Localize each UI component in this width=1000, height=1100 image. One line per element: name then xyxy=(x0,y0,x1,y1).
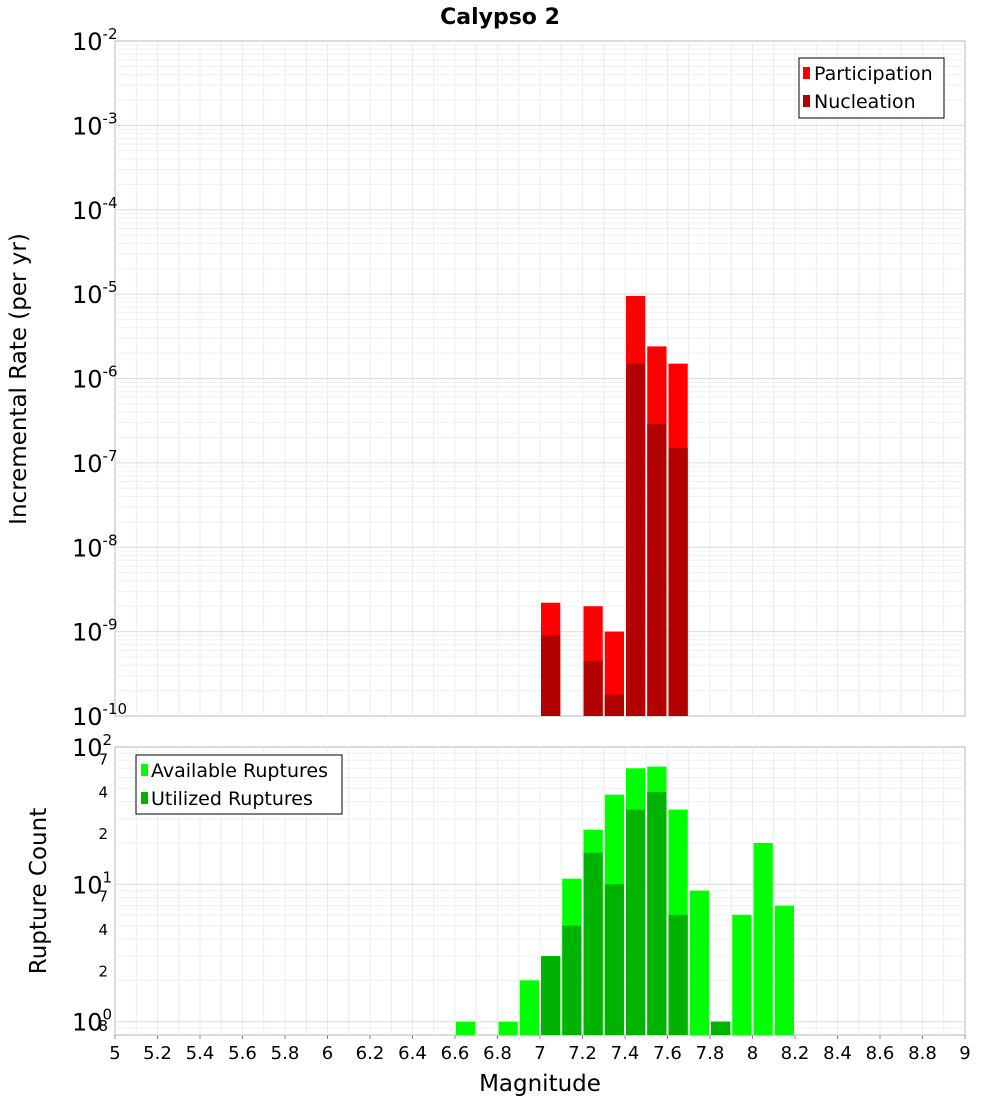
x-tick-label: 5.6 xyxy=(228,1043,257,1064)
x-tick-label: 7.6 xyxy=(653,1043,682,1064)
bar-available-ruptures xyxy=(519,980,539,1035)
bar-utilized-ruptures xyxy=(626,809,646,1035)
x-tick-label: 6 xyxy=(322,1043,333,1064)
rate-legend: Participation Nucleation xyxy=(798,57,945,119)
x-tick-label: 8.4 xyxy=(823,1043,852,1064)
y-tick-label-minor: 4 xyxy=(98,921,108,939)
bar-available-ruptures xyxy=(774,905,794,1035)
rate-grid xyxy=(115,41,965,716)
x-tick-label: 8.2 xyxy=(781,1043,810,1064)
x-tick-label: 7.2 xyxy=(568,1043,597,1064)
rate-panel: 10-10 10-9 10-8 10-7 10-6 10-5 10-4 10-3 10-2 In… xyxy=(6,25,966,731)
x-tick-label: 5.8 xyxy=(271,1043,300,1064)
rate-y-tick-labels: 10-10 10-9 10-8 10-7 10-6 10-5 10-4 10-3 10-2 xyxy=(72,25,127,731)
legend-swatch-available xyxy=(141,764,148,776)
bar-utilized-ruptures xyxy=(583,852,603,1035)
y-tick-label-minor: 2 xyxy=(98,962,108,980)
count-legend-box xyxy=(135,754,343,815)
bar-available-ruptures xyxy=(689,890,709,1035)
y-tick-label: 101 xyxy=(72,868,112,899)
legend-swatch-utilized xyxy=(141,792,148,804)
count-grid xyxy=(115,747,965,1035)
y-tick-label: 10-4 xyxy=(72,194,118,225)
bar-nucleation xyxy=(626,363,646,716)
y-tick-label: 10-6 xyxy=(72,363,118,394)
y-tick-label: 102 xyxy=(72,731,112,762)
bar-nucleation xyxy=(668,448,688,716)
y-tick-label: 100 xyxy=(72,1006,112,1037)
rate-y-axis-label: Incremental Rate (per yr) xyxy=(6,233,32,525)
x-tick-label: 5.4 xyxy=(186,1043,215,1064)
y-tick-label-minor: 2 xyxy=(98,825,108,843)
x-tick-label: 8.8 xyxy=(908,1043,937,1064)
legend-label-available: Available Ruptures xyxy=(151,760,328,782)
rate-bars xyxy=(541,296,688,716)
magnitude-axis-label: Magnitude xyxy=(479,1071,601,1097)
bar-utilized-ruptures xyxy=(668,914,688,1035)
y-tick-label-minor: 7 xyxy=(98,888,108,906)
x-tick-label: 5 xyxy=(109,1043,120,1064)
bar-nucleation xyxy=(647,423,667,716)
legend-swatch-participation xyxy=(803,67,810,79)
bar-available-ruptures xyxy=(456,1021,476,1035)
y-tick-label-minor: 7 xyxy=(98,750,108,768)
y-tick-label: 10-7 xyxy=(72,447,118,478)
bar-utilized-ruptures xyxy=(647,792,667,1035)
bar-nucleation xyxy=(604,694,624,716)
bar-nucleation xyxy=(541,635,561,716)
x-tick-label: 9 xyxy=(959,1043,970,1064)
x-tick-label: 6.4 xyxy=(398,1043,427,1064)
y-tick-label: 10-2 xyxy=(72,25,118,56)
chart-title: Calypso 2 xyxy=(440,5,560,30)
legend-swatch-nucleation xyxy=(803,95,810,107)
count-legend: Available Ruptures Utilized Ruptures xyxy=(135,754,343,815)
y-tick-label: 10-8 xyxy=(72,531,118,562)
x-tick-label: 8 xyxy=(747,1043,758,1064)
bar-utilized-ruptures xyxy=(711,1021,731,1035)
legend-label-nucleation: Nucleation xyxy=(814,91,916,113)
bar-nucleation xyxy=(583,660,603,716)
x-tick-label: 8.6 xyxy=(866,1043,895,1064)
x-tick-label: 7.4 xyxy=(611,1043,640,1064)
x-tick-label: 7.8 xyxy=(696,1043,725,1064)
y-tick-label: 10-10 xyxy=(72,700,127,731)
bar-utilized-ruptures xyxy=(541,956,561,1035)
x-tick-label: 7 xyxy=(534,1043,545,1064)
magnitude-tick-labels: 5 5.2 5.4 5.6 5.8 6 6.2 6.4 6.6 6.8 7 7.2 7.4 7.6 7.8 8… xyxy=(109,1035,971,1064)
y-tick-label: 10-5 xyxy=(72,278,118,309)
bar-available-ruptures xyxy=(732,914,752,1035)
bar-available-ruptures xyxy=(753,843,773,1035)
x-tick-label: 6.2 xyxy=(356,1043,385,1064)
y-tick-label: 10-9 xyxy=(72,616,118,647)
count-bars xyxy=(456,766,794,1035)
y-tick-label-minor: 8 xyxy=(98,1017,108,1035)
x-tick-label: 6.8 xyxy=(483,1043,512,1064)
count-y-axis-label: Rupture Count xyxy=(26,808,52,974)
x-tick-label: 6.6 xyxy=(441,1043,470,1064)
legend-label-utilized: Utilized Ruptures xyxy=(151,788,313,810)
rate-legend-box xyxy=(798,57,945,119)
bar-utilized-ruptures xyxy=(562,925,582,1035)
bar-available-ruptures xyxy=(498,1021,518,1035)
x-tick-label: 5.2 xyxy=(143,1043,172,1064)
y-tick-label: 10-3 xyxy=(72,109,118,140)
bar-utilized-ruptures xyxy=(604,884,624,1035)
legend-label-participation: Participation xyxy=(814,63,933,85)
y-tick-label-minor: 4 xyxy=(98,784,108,802)
